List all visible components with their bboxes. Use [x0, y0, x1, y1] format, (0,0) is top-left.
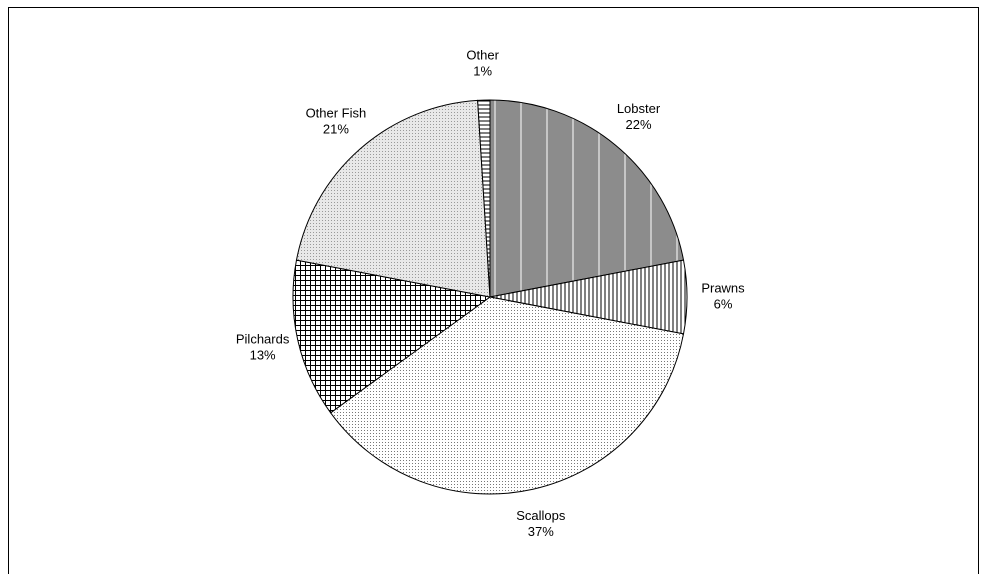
pie-slice	[489, 99, 685, 298]
slice-label: Other Fish	[306, 106, 367, 121]
slice-value-label: 13%	[250, 347, 276, 362]
slice-value-label: 6%	[714, 296, 733, 311]
slice-value-label: 1%	[473, 64, 492, 79]
slice-label: Lobster	[617, 101, 661, 116]
slice-value-label: 21%	[323, 122, 349, 137]
pie-slice	[329, 296, 685, 495]
pie-slice	[295, 99, 491, 298]
pie-slice	[292, 259, 492, 414]
slice-label: Prawns	[701, 280, 745, 295]
slice-value-label: 37%	[528, 524, 554, 539]
chart-frame	[8, 7, 979, 574]
slice-label: Other	[466, 48, 499, 63]
slice-value-label: 22%	[626, 117, 652, 132]
slice-label: Scallops	[516, 508, 566, 523]
pie-slice	[477, 99, 491, 298]
pie	[292, 99, 688, 495]
slice-label: Pilchards	[236, 331, 290, 346]
